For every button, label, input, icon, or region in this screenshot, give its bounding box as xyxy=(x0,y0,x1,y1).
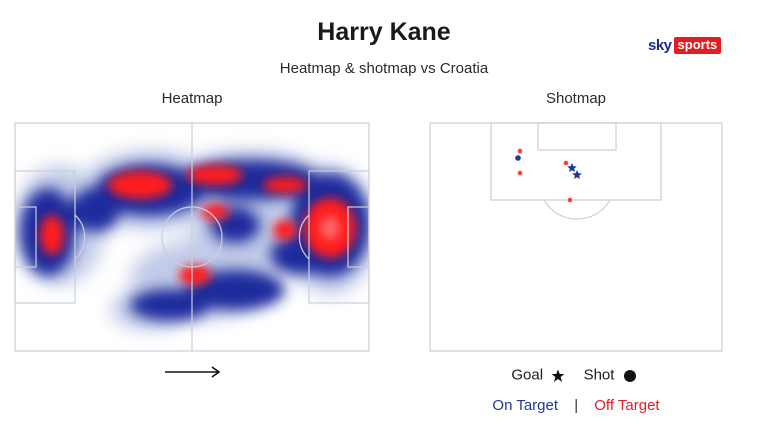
shot-marker xyxy=(567,197,573,203)
shot-marker xyxy=(563,160,569,166)
goal-marker xyxy=(572,170,582,180)
on-target-label: On Target xyxy=(492,397,559,414)
off-target-label: Off Target xyxy=(594,397,660,414)
shot-type-legend: Goal Shot xyxy=(430,366,722,384)
sky-wordmark: sky xyxy=(648,36,672,54)
shot-marker xyxy=(517,148,523,154)
legend-separator: | xyxy=(574,397,579,414)
heatmap-density xyxy=(15,150,369,330)
target-legend: On Target | Off Target xyxy=(430,397,722,414)
sports-wordmark: sports xyxy=(673,36,722,54)
goal-legend-label: Goal xyxy=(511,366,544,384)
match-subtitle: Heatmap & shotmap vs Croatia xyxy=(279,60,489,77)
shot-markers xyxy=(515,148,582,203)
heatmap-pitch-lines xyxy=(14,122,370,352)
shot-marker xyxy=(515,155,521,161)
player-name: Harry Kane xyxy=(317,18,451,46)
shot-legend-label: Shot xyxy=(583,366,615,384)
attack-direction-arrow-icon xyxy=(165,366,221,378)
heatmap-pitch xyxy=(14,122,370,352)
circle-icon xyxy=(623,367,637,384)
shotmap-pitch xyxy=(429,122,723,352)
sky-sports-logo: sky sports xyxy=(648,36,722,54)
shotmap-pitch-lines xyxy=(429,122,723,352)
goal-marker xyxy=(567,163,577,173)
star-icon xyxy=(551,367,565,384)
shotmap-label: Shotmap xyxy=(545,90,607,107)
shot-marker xyxy=(517,170,523,176)
heatmap-label: Heatmap xyxy=(161,90,223,107)
